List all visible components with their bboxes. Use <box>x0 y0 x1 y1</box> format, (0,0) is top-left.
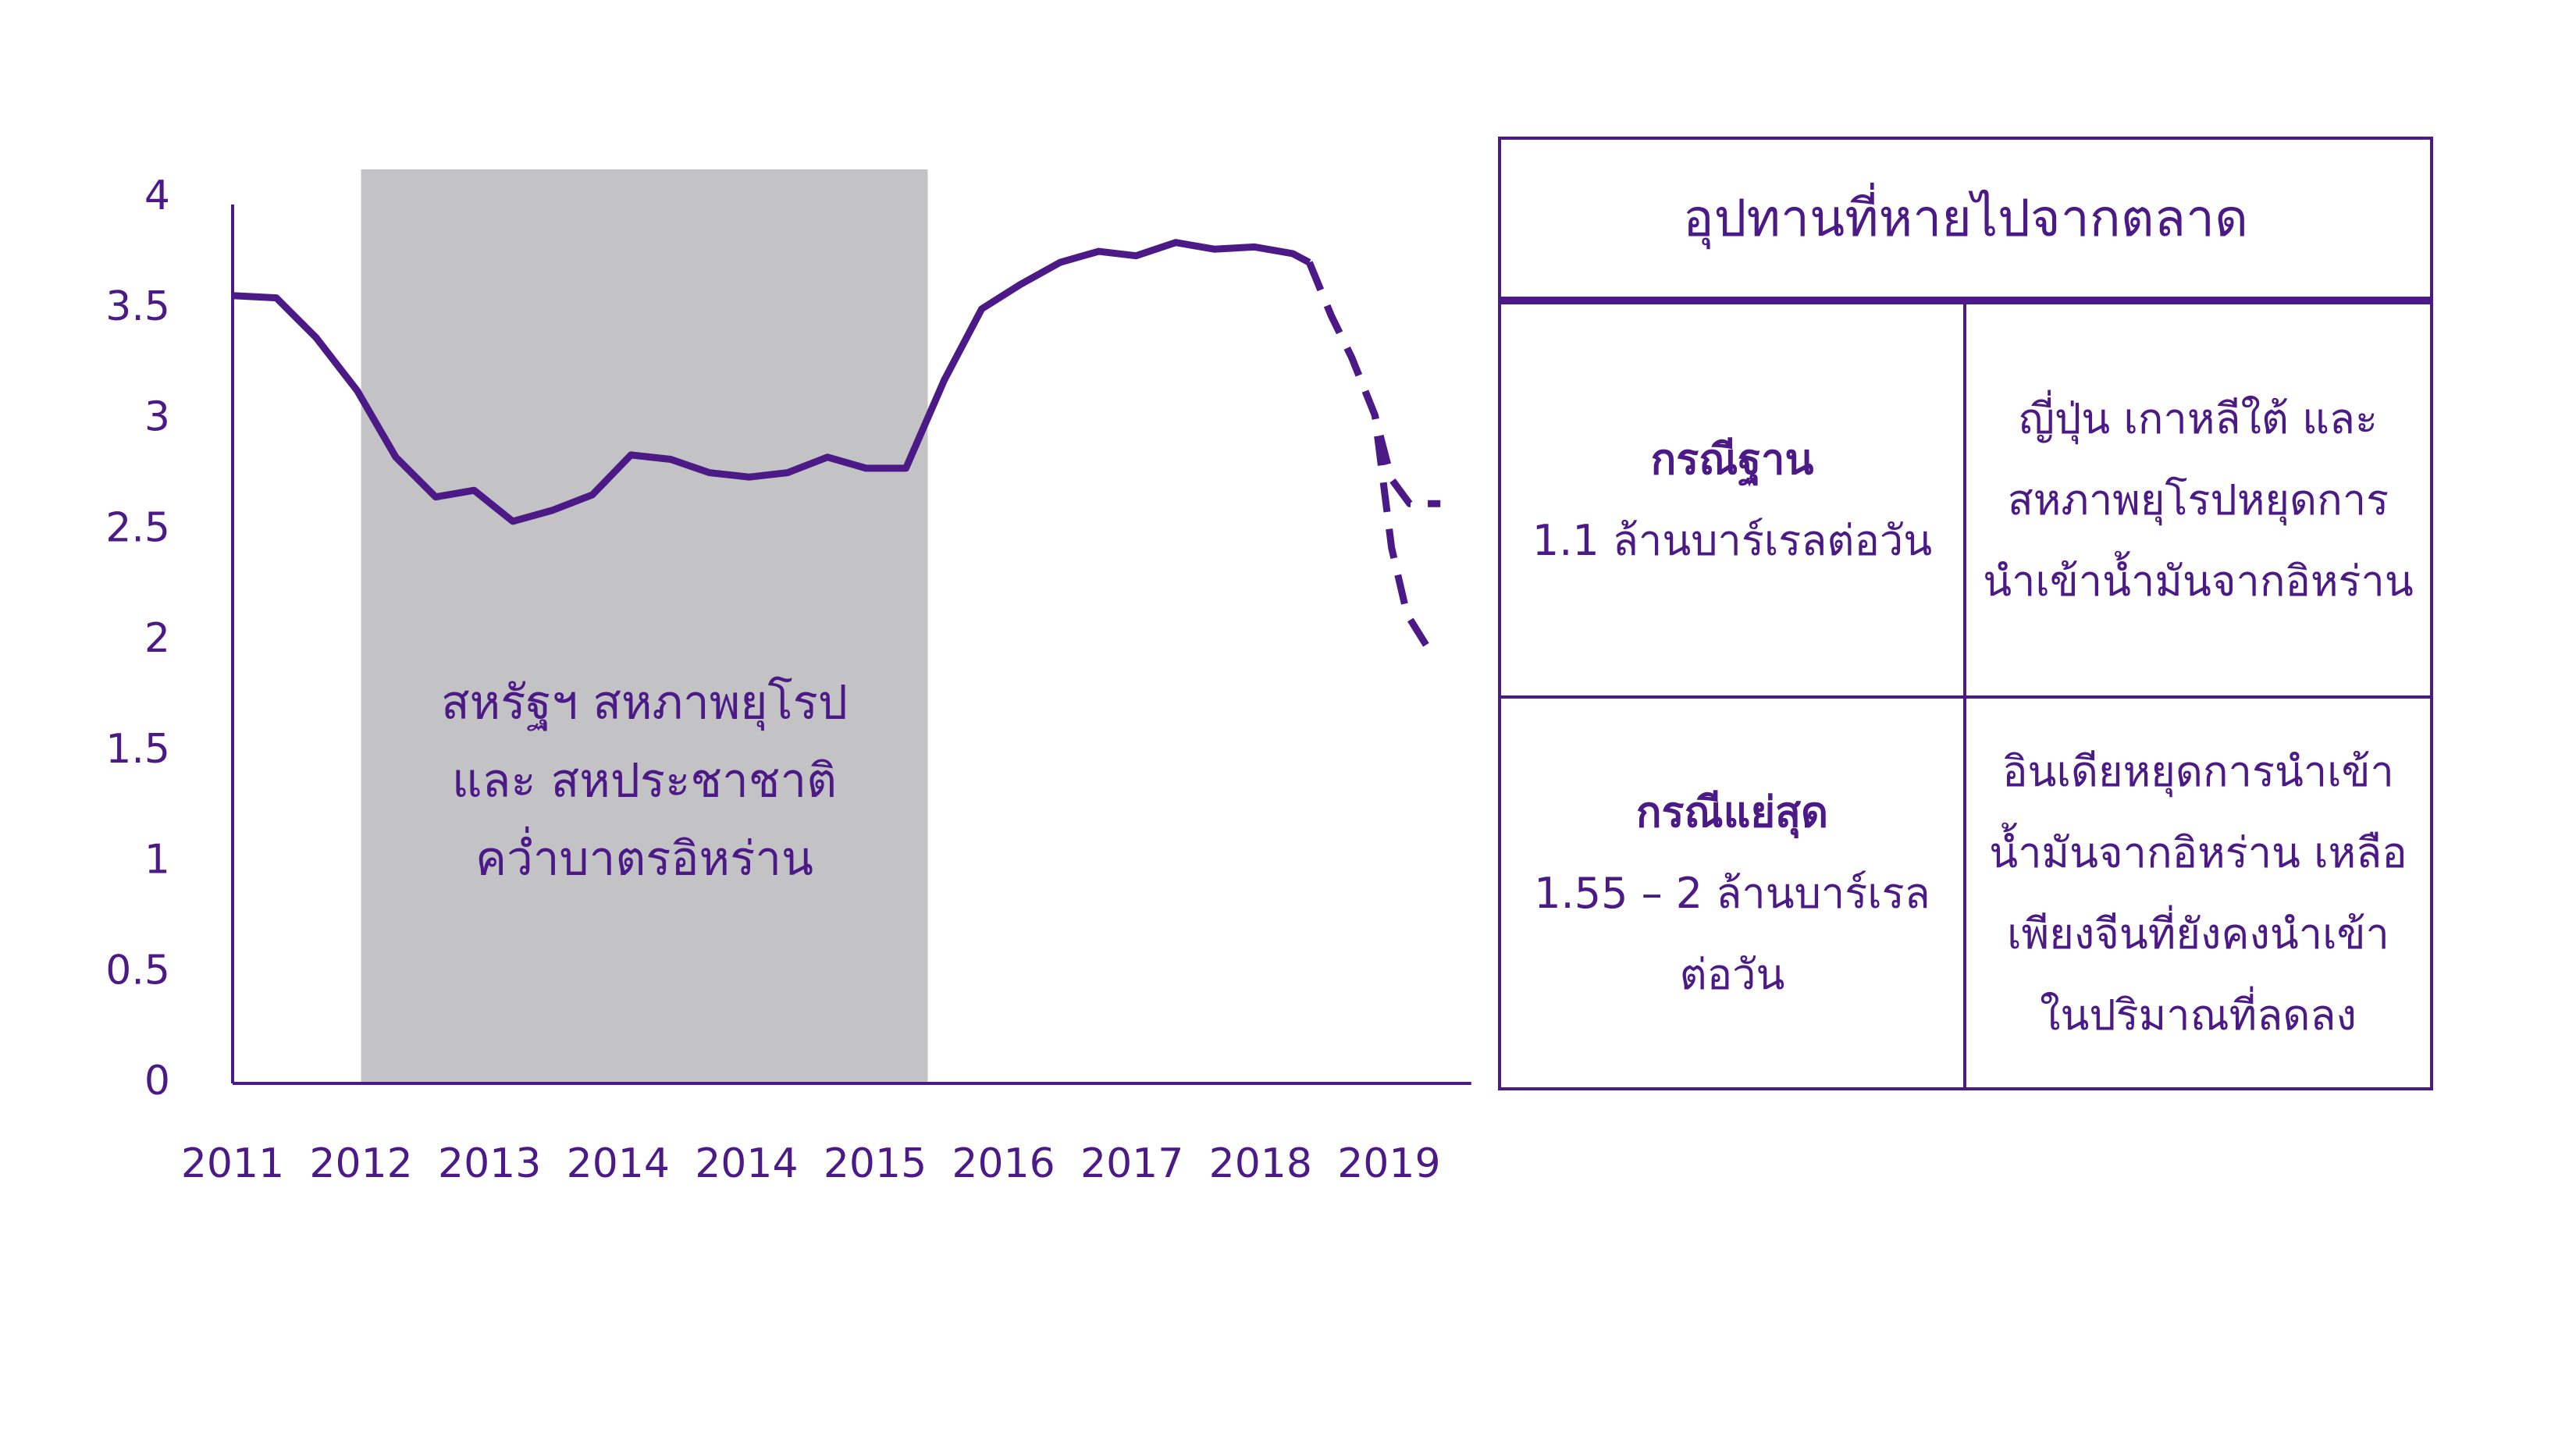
y-tick-label: 3 <box>144 394 170 441</box>
x-tick-label: 2012 <box>309 1140 412 1187</box>
case-amount: ต่อวัน <box>1679 949 1785 999</box>
detail-cell: อินเดียหยุดการนำเข้าน้ำมันจากอิหร่าน เหล… <box>1966 699 2430 1088</box>
y-tick-label: 0 <box>144 1058 170 1104</box>
shade-label: สหรัฐฯ สหภาพยุโรป <box>441 676 848 731</box>
case-detail: น้ำมันจากอิหร่าน เหลือ <box>1989 827 2407 877</box>
x-tick-label: 2013 <box>438 1140 541 1187</box>
case-cell: กรณีฐาน 1.1 ล้านบาร์เรลต่อวัน <box>1501 304 1966 695</box>
case-detail: อินเดียหยุดการนำเข้า <box>2002 746 2394 796</box>
data-line <box>232 239 1311 525</box>
case-title: กรณีฐาน <box>1650 434 1814 484</box>
shade-region <box>361 169 928 1083</box>
y-tick-label: 0.5 <box>105 947 170 994</box>
y-tick-label: 2 <box>144 615 170 662</box>
x-tick-label: 2015 <box>824 1140 927 1187</box>
case-detail: ในปริมาณที่ลดลง <box>2040 990 2357 1040</box>
table-row: กรณีแย่สุด 1.55 – 2 ล้านบาร์เรลต่อวัน อินเ… <box>1501 695 2430 1088</box>
case-detail: ญี่ปุ่น เกาหลีใต้ และ <box>2018 393 2379 443</box>
case-amount: 1.1 ล้านบาร์เรลต่อวัน <box>1532 515 1933 565</box>
case-cell: กรณีแย่สุด 1.55 – 2 ล้านบาร์เรลต่อวัน <box>1501 699 1966 1088</box>
case-amount: 1.55 – 2 ล้านบาร์เรล <box>1534 868 1930 918</box>
y-tick-label: 1.5 <box>105 726 170 773</box>
x-tick-label: 2016 <box>952 1140 1055 1187</box>
y-tick-label: 1 <box>144 837 170 884</box>
dashed-line <box>1306 261 1441 507</box>
shade-label: และ สหประชาชาติ <box>452 754 837 809</box>
x-tick-label: 2014 <box>695 1140 798 1187</box>
case-title: กรณีแย่สุด <box>1635 787 1829 837</box>
case-detail: สหภาพยุโรปหยุดการ <box>2007 475 2389 525</box>
table-title: อุปทานที่หายไปจากตลาด <box>1501 140 2430 304</box>
y-tick-label: 2.5 <box>105 504 170 551</box>
x-tick-label: 2018 <box>1209 1140 1312 1187</box>
x-tick-label: 2019 <box>1337 1140 1440 1187</box>
detail-cell: ญี่ปุ่น เกาหลีใต้ และสหภาพยุโรปหยุดการนำ… <box>1966 304 2430 695</box>
x-tick-label: 2011 <box>181 1140 284 1187</box>
x-tick-label: 2017 <box>1080 1140 1183 1187</box>
dashed-line <box>1306 261 1429 648</box>
shade-label: คว่ำบาตรอิหร่าน <box>475 827 813 887</box>
x-tick-label: 2014 <box>567 1140 670 1187</box>
table-row: กรณีฐาน 1.1 ล้านบาร์เรลต่อวัน ญี่ปุ่น เกาห… <box>1501 304 2430 695</box>
case-detail: นำเข้าน้ำมันจากอิหร่าน <box>1983 556 2414 606</box>
y-tick-label: 3.5 <box>105 283 170 330</box>
supply-table: อุปทานที่หายไปจากตลาด กรณีฐาน 1.1 ล้านบาร… <box>1498 137 2433 1090</box>
case-detail: เพียงจีนที่ยังคงนำเข้า <box>2007 909 2389 959</box>
y-tick-label: 4 <box>144 172 170 219</box>
